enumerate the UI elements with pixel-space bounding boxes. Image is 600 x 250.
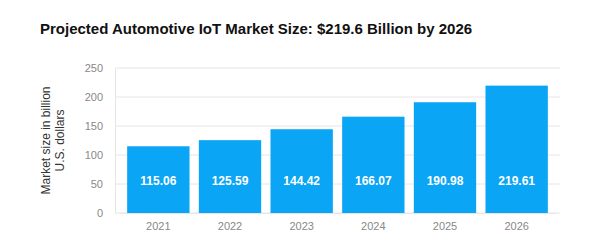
y-tick-label: 250	[85, 62, 103, 74]
x-tick-label: 2023	[289, 220, 313, 232]
x-tick-label: 2021	[146, 220, 170, 232]
title: Projected Automotive IoT Market Size: $2…	[40, 20, 472, 37]
x-tick-label: 2025	[433, 220, 457, 232]
y-axis-title-line: Market size in billion	[39, 86, 53, 194]
data-labels: 115.06 125.59 144.42 166.07 190.98 219.61	[140, 174, 535, 188]
y-axis-line	[115, 69, 116, 214]
data-label: 115.06	[140, 174, 176, 188]
x-tick: 2022	[218, 213, 242, 232]
bar	[199, 140, 261, 213]
y-tick-label: 200	[85, 91, 103, 103]
data-label: 166.07	[355, 174, 392, 188]
y-tick: 250	[85, 62, 115, 74]
x-tick-label: 2022	[218, 220, 242, 232]
x-axis: 2021 2022 2023 2024 2025 2026	[121, 213, 556, 232]
x-tick: 2024	[361, 213, 385, 232]
y-tick: 50	[91, 178, 115, 190]
y-tick-label: 100	[85, 149, 103, 161]
y-tick-label: 50	[91, 178, 103, 190]
data-label: 125.59	[212, 174, 249, 188]
x-tick-label: 2026	[504, 220, 528, 232]
y-tick: 0	[97, 207, 115, 219]
x-tick: 2026	[504, 213, 528, 232]
x-axis-line	[121, 213, 556, 214]
bar	[414, 102, 476, 213]
x-tick: 2021	[146, 213, 170, 232]
x-tick-label: 2024	[361, 220, 385, 232]
bar	[270, 129, 332, 213]
y-tick: 100	[85, 149, 115, 161]
y-tick-label: 0	[97, 207, 103, 219]
y-axis-title-line: U.S. dollars	[53, 109, 67, 171]
grid-line	[115, 68, 560, 69]
bar	[342, 117, 404, 213]
bar	[485, 86, 547, 213]
y-tick-label: 150	[85, 120, 103, 132]
y-tick: 150	[85, 120, 115, 132]
x-tick: 2025	[433, 213, 457, 232]
grid	[115, 68, 560, 213]
data-label: 219.61	[498, 174, 535, 188]
y-axis: 0 50 100 150 200 250	[85, 62, 116, 219]
bar	[127, 146, 189, 213]
y-axis-title: Market size in billionU.S. dollars	[39, 86, 67, 194]
data-label: 190.98	[427, 174, 464, 188]
chart: Projected Automotive IoT Market Size: $2…	[0, 0, 600, 250]
bars	[127, 86, 548, 213]
y-tick: 200	[85, 91, 115, 103]
x-tick: 2023	[289, 213, 313, 232]
data-label: 144.42	[283, 174, 320, 188]
